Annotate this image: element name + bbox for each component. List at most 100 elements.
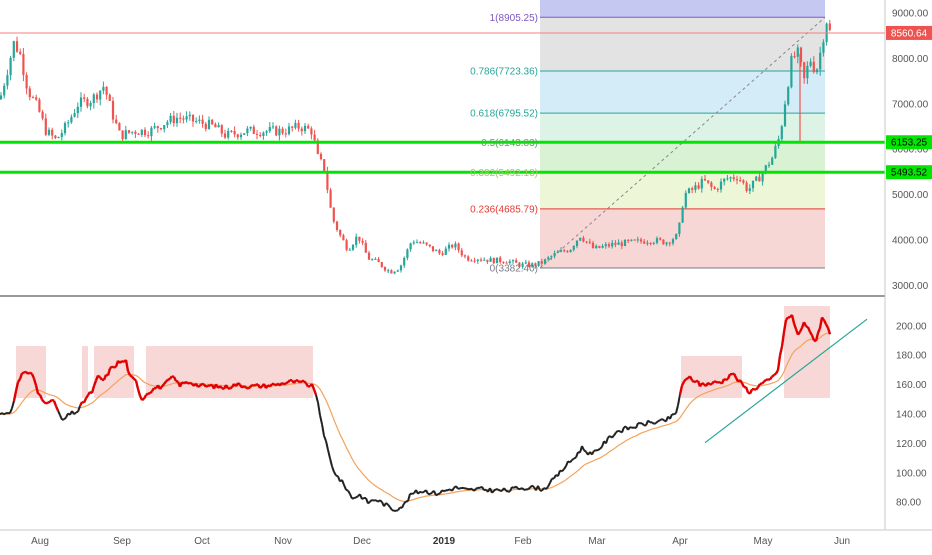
candle[interactable] <box>275 125 277 136</box>
candle[interactable] <box>330 188 332 208</box>
candle-body <box>166 122 168 125</box>
candle-body <box>691 188 693 190</box>
candle-body <box>634 240 636 241</box>
indicator-segment <box>392 510 394 511</box>
candle-body <box>240 135 242 137</box>
candle-body <box>314 135 316 141</box>
candle-body <box>150 128 152 136</box>
indicator-segment <box>304 381 306 383</box>
indicator-segment <box>142 399 144 400</box>
indicator-segment <box>710 384 712 385</box>
candle[interactable] <box>496 257 498 263</box>
candle-body <box>330 190 332 208</box>
time-axis-label: Aug <box>31 536 49 547</box>
indicator-segment <box>352 498 354 499</box>
indicator-segment <box>18 379 20 382</box>
candle-body <box>643 241 645 243</box>
candle[interactable] <box>688 188 690 194</box>
candle[interactable] <box>755 176 757 181</box>
candle-body <box>45 118 47 134</box>
candle-body <box>128 130 130 132</box>
candle[interactable] <box>112 97 114 123</box>
candle[interactable] <box>323 159 325 173</box>
candle[interactable] <box>317 138 319 154</box>
candle-body <box>659 238 661 239</box>
indicator-segment <box>694 381 696 382</box>
indicator-segment <box>662 419 664 420</box>
indicator-segment <box>168 379 170 380</box>
candle-body <box>192 115 194 122</box>
candle[interactable] <box>685 190 687 209</box>
candle-body <box>586 241 588 242</box>
candle-body <box>803 62 805 78</box>
candle[interactable] <box>333 207 335 223</box>
candle-body <box>221 125 223 133</box>
indicator-segment <box>756 387 758 389</box>
candle-body <box>714 187 716 189</box>
candle-body <box>371 259 373 260</box>
candle-body <box>662 240 664 245</box>
candle[interactable] <box>346 239 348 252</box>
indicator-segment <box>244 386 246 388</box>
candle-body <box>182 118 184 119</box>
candle[interactable] <box>682 206 684 223</box>
candle-body <box>336 222 338 230</box>
indicator-segment <box>220 386 222 388</box>
candle-body <box>230 131 232 132</box>
indicator-segment <box>658 420 660 421</box>
indicator-segment <box>712 381 714 383</box>
candle-body <box>483 260 485 261</box>
time-axis-label: Nov <box>274 536 292 547</box>
candle[interactable] <box>662 239 664 245</box>
candle[interactable] <box>787 86 789 106</box>
candle-body <box>144 130 146 135</box>
candle[interactable] <box>118 122 120 130</box>
indicator-segment <box>164 382 166 385</box>
indicator-segment <box>248 387 250 388</box>
candle-body <box>282 129 284 134</box>
candle[interactable] <box>381 262 383 268</box>
candle[interactable] <box>624 239 626 246</box>
indicator-segment <box>716 382 718 383</box>
candle-body <box>224 134 226 138</box>
candle-body <box>589 242 591 243</box>
indicator-segment <box>162 384 164 386</box>
candle-body <box>749 188 751 191</box>
candle[interactable] <box>38 98 40 113</box>
candle-body <box>675 234 677 239</box>
candle-body <box>685 193 687 208</box>
candle[interactable] <box>781 125 783 141</box>
candle-body <box>70 117 72 123</box>
candle-body <box>413 242 415 243</box>
indicator-segment <box>172 376 174 377</box>
candle[interactable] <box>675 233 677 239</box>
candle-body <box>499 258 501 262</box>
candle-body <box>10 58 12 75</box>
candle-body <box>611 243 613 246</box>
indicator-segment <box>494 489 496 491</box>
candle-body <box>368 253 370 260</box>
candle-body <box>768 165 770 166</box>
fib-level-label: 1(8905.25) <box>490 13 538 24</box>
candle-body <box>448 245 450 249</box>
candle-body <box>256 134 258 135</box>
indicator-segment <box>532 486 534 488</box>
indicator-segment <box>98 376 100 378</box>
candle-body <box>400 265 402 270</box>
candle-body <box>387 270 389 271</box>
candle[interactable] <box>826 22 828 45</box>
fib-zone-top <box>540 0 825 17</box>
candle[interactable] <box>790 53 792 88</box>
candle-body <box>678 223 680 234</box>
indicator-segment <box>176 381 178 382</box>
candle-body <box>227 131 229 138</box>
indicator-segment <box>368 502 370 504</box>
candle-body <box>179 118 181 119</box>
indicator-segment <box>774 374 776 376</box>
candle-body <box>445 249 447 255</box>
indicator-axis-tick-label: 80.00 <box>896 498 921 509</box>
candle[interactable] <box>784 101 786 127</box>
candle-body <box>426 243 428 245</box>
